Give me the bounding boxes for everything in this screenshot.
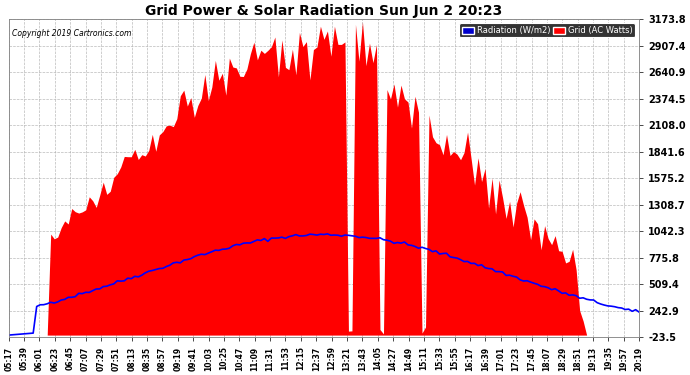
Legend: Radiation (W/m2), Grid (AC Watts): Radiation (W/m2), Grid (AC Watts): [460, 24, 635, 38]
Title: Grid Power & Solar Radiation Sun Jun 2 20:23: Grid Power & Solar Radiation Sun Jun 2 2…: [146, 4, 502, 18]
Text: Copyright 2019 Cartronics.com: Copyright 2019 Cartronics.com: [12, 29, 131, 38]
